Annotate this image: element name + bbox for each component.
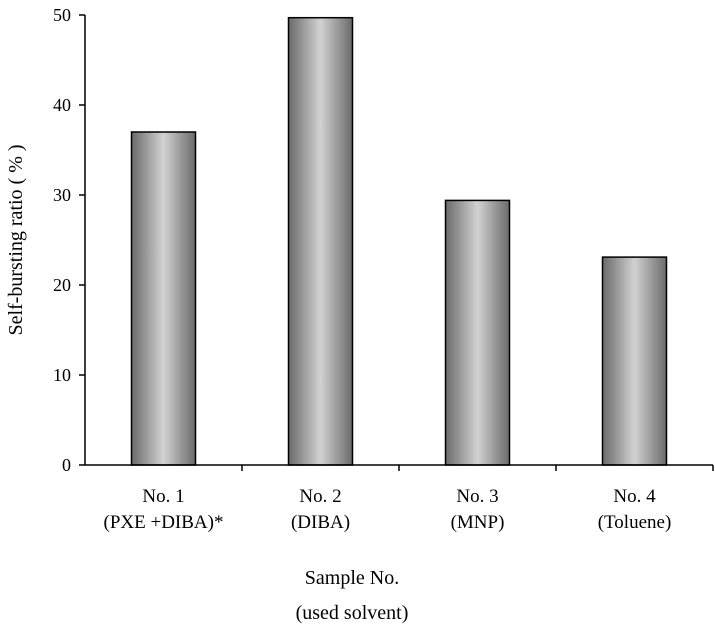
bars-group — [130, 16, 668, 466]
x-axis-title: Sample No. — [305, 567, 399, 589]
x-category-sublabel: (PXE +DIBA)* — [104, 512, 224, 533]
x-category-label: No. 3 — [456, 486, 498, 507]
bar — [287, 16, 354, 466]
bar — [601, 256, 668, 466]
bar — [130, 131, 197, 466]
x-axis-title-line2: (used solvent) — [296, 602, 409, 624]
x-category-sublabel: (MNP) — [451, 512, 505, 533]
x-category-label: No. 4 — [613, 486, 656, 507]
y-tick-label: 20 — [53, 275, 71, 295]
x-category-labels: No. 1 (PXE +DIBA)* No. 2 (DIBA) No. 3 (MNP) No… — [104, 486, 672, 533]
y-tick-label: 50 — [53, 5, 71, 25]
y-axis-title: Self-bursting ratio ( % ) — [5, 144, 27, 335]
y-tick-label: 10 — [53, 365, 71, 385]
y-ticks-group: 0 10 20 30 40 50 — [53, 5, 714, 475]
y-tick-label: 0 — [62, 455, 71, 475]
y-tick-label: 30 — [53, 185, 71, 205]
y-tick-label: 40 — [53, 95, 71, 115]
x-category-sublabel: (Toluene) — [598, 512, 672, 533]
x-category-label: No. 1 — [142, 486, 184, 507]
x-category-sublabel: (DIBA) — [291, 512, 350, 533]
bar — [444, 199, 511, 466]
x-category-label: No. 2 — [299, 486, 341, 507]
